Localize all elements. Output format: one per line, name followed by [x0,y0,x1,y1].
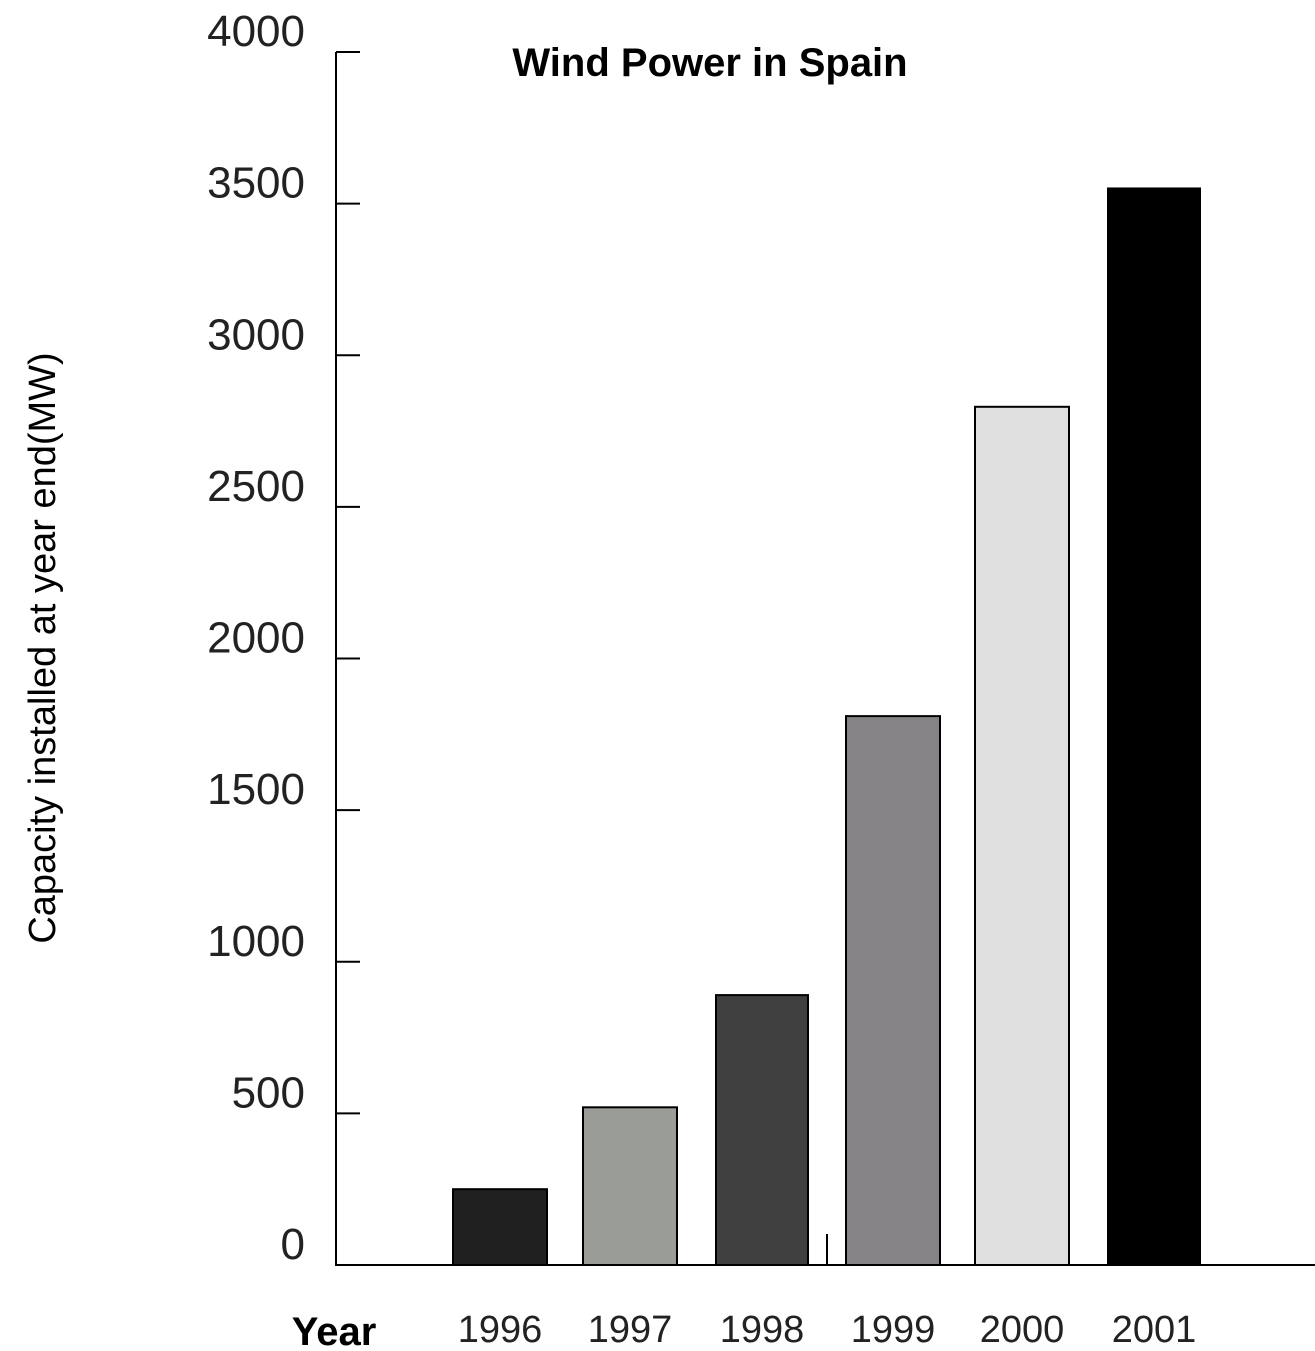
y-tick-label: 2500 [207,462,305,511]
y-tick-label: 3500 [207,159,305,208]
y-tick-label: 1000 [207,917,305,966]
bar-1999 [845,715,941,1266]
x-tick-label: 2001 [1112,1309,1197,1351]
y-axis-label: Capacity installed at year end(MW) [22,352,64,943]
y-tick-label: 0 [281,1220,305,1269]
bar-1996 [452,1188,548,1266]
x-tick-label: 2000 [980,1309,1065,1351]
x-tick-label: 1996 [458,1309,543,1351]
x-axis-tick-labels: 1996 1997 1998 1999 2000 2001 [458,1309,1197,1351]
y-tick-label: 2000 [207,614,305,663]
y-tick-label: 500 [232,1068,305,1117]
y-tick-label: 4000 [207,7,305,56]
bar-1998 [715,994,809,1266]
y-axis-ticks: 0 500 1000 1500 2000 2500 3000 3500 4000 [207,7,360,1269]
bar-2000 [974,405,1070,1266]
bar-group [452,187,1201,1267]
x-tick-label: 1999 [851,1309,936,1351]
x-axis-label: Year [292,1310,377,1351]
y-tick-label: 1500 [207,765,305,814]
bar-1997 [582,1106,678,1267]
bar-2001 [1107,187,1201,1266]
y-tick-label: 3000 [207,310,305,359]
x-tick-label: 1998 [720,1309,805,1351]
x-tick-label: 1997 [588,1309,673,1351]
chart-title: Wind Power in Spain [512,41,907,85]
